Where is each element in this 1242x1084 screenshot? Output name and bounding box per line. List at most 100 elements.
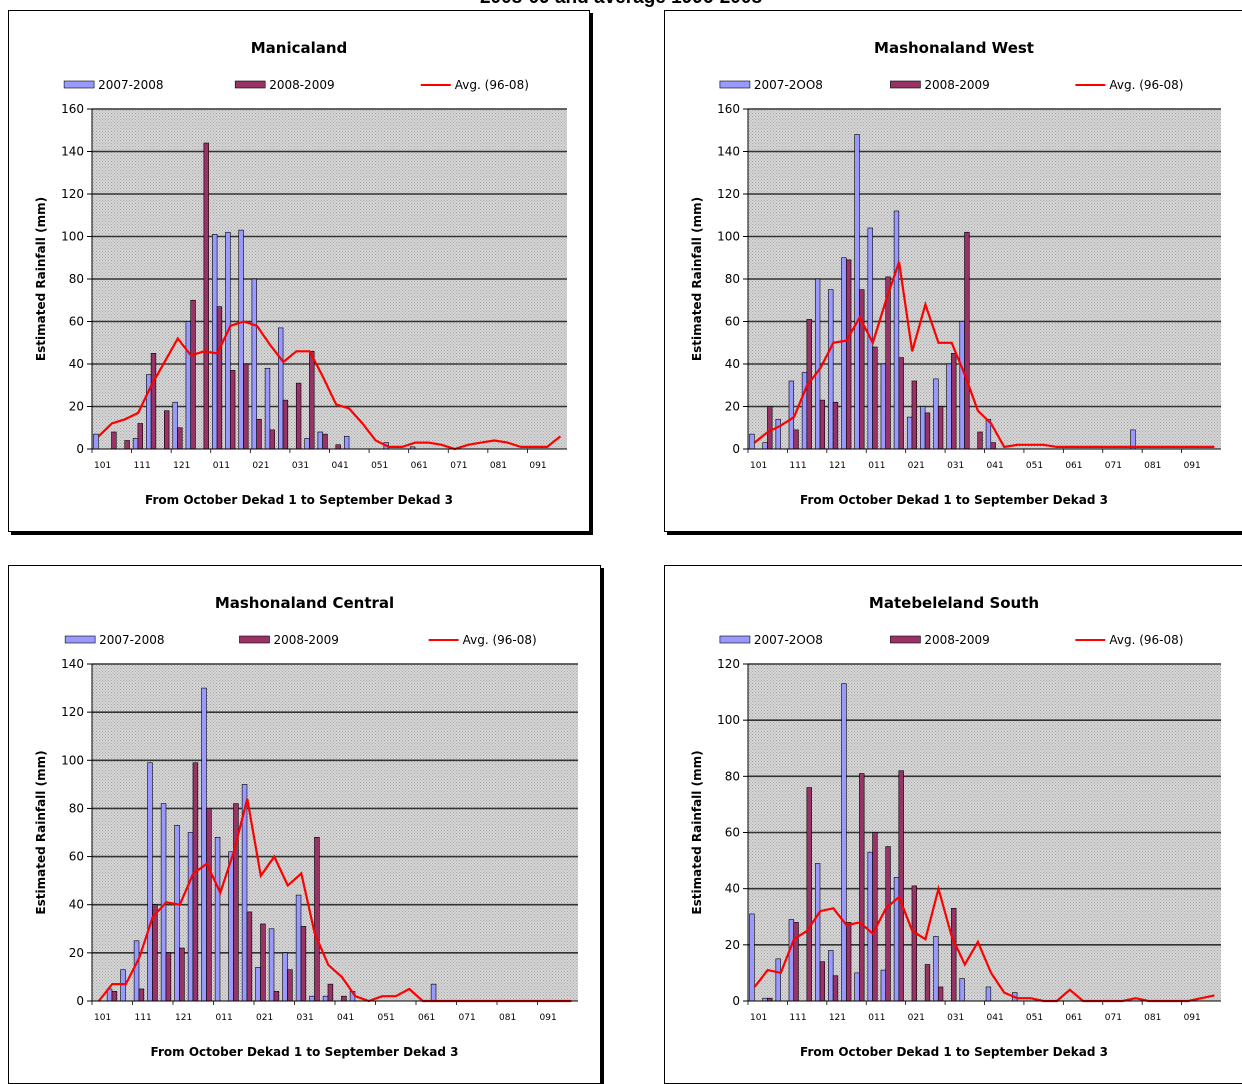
legend-item: Avg. (96-08)	[1075, 78, 1183, 92]
x-axis-label: From October Dekad 1 to September Dekad …	[800, 1045, 1108, 1059]
bar	[172, 401, 178, 450]
legend-label: 2007-2OO8	[754, 78, 823, 92]
y-tick-label: 120	[717, 657, 740, 671]
chart-panel-mashonaland-west: Mashonaland West 2007-2OO8 2008-2009 Avg. (…	[664, 10, 1242, 532]
x-tick-label: 071	[459, 1013, 476, 1023]
legend-item: 2008-2009	[234, 78, 335, 92]
bar	[335, 444, 341, 450]
x-tick-label: 031	[947, 461, 964, 471]
bar	[132, 438, 139, 450]
bar	[185, 321, 191, 450]
y-tick-label: 40	[725, 882, 740, 896]
bar	[767, 406, 773, 450]
y-tick-label: 40	[69, 357, 84, 371]
legend-item: 2007-2008	[64, 633, 165, 647]
chart-title: Matebeleland South	[869, 594, 1039, 612]
bar	[309, 995, 315, 1002]
x-tick-label: 051	[1026, 461, 1043, 471]
bar	[190, 299, 196, 450]
legend-item: 2008-2009	[239, 633, 339, 647]
bar	[341, 995, 347, 1002]
chart-panel-mashonaland-central: Mashonaland Central 2007-2008 2008-2009 Avg…	[8, 565, 601, 1084]
bar	[775, 418, 781, 450]
bar	[111, 991, 118, 1002]
bar	[762, 442, 768, 450]
x-tick-label: 021	[908, 1013, 925, 1023]
bar	[854, 134, 860, 450]
bar	[845, 259, 852, 450]
legend-label: 2008-2009	[924, 633, 989, 647]
y-tick-label: 80	[69, 801, 84, 815]
bar	[120, 969, 126, 1002]
chart-svg: Mashonaland West 2007-2OO8 2008-2009 Avg. (…	[690, 39, 1221, 507]
chart-svg: Matebeleland South 2007-2OO8 2008-2009 Avg.…	[690, 594, 1221, 1059]
bar	[214, 837, 221, 1002]
bar	[872, 346, 878, 450]
y-tick-label: 80	[69, 272, 84, 286]
bar	[959, 321, 965, 450]
bar	[854, 972, 860, 1002]
x-tick-label: 111	[134, 461, 151, 471]
bar	[920, 406, 926, 450]
x-tick-label: 121	[829, 461, 846, 471]
bar	[828, 289, 834, 450]
bar	[924, 412, 931, 450]
bar	[269, 429, 275, 450]
bar	[111, 431, 117, 450]
y-tick-label: 120	[717, 187, 740, 201]
bar	[814, 863, 821, 1002]
bar	[977, 431, 983, 450]
bar	[260, 923, 266, 1002]
bar	[295, 382, 302, 450]
bar	[959, 978, 965, 1002]
x-tick-label: 061	[411, 461, 428, 471]
bar	[872, 832, 878, 1002]
bar	[867, 851, 873, 1002]
x-tick-label: 081	[1144, 461, 1161, 471]
x-tick-label: 101	[94, 1013, 111, 1023]
bar	[327, 983, 334, 1002]
y-tick-label: 100	[61, 230, 84, 244]
bar	[212, 234, 218, 450]
bar	[273, 991, 280, 1002]
y-tick-label: 160	[717, 102, 740, 116]
bar	[264, 367, 271, 450]
y-axis-label: Estimated Rainfall (mm)	[34, 197, 48, 361]
bar	[933, 378, 939, 450]
x-tick-label: 011	[216, 1013, 233, 1023]
y-tick-label: 80	[725, 272, 740, 286]
chart-svg: Mashonaland Central 2007-2008 2008-2009 Avg…	[34, 594, 578, 1059]
y-tick-label: 160	[61, 102, 84, 116]
bar	[268, 928, 275, 1002]
bar	[885, 846, 891, 1002]
bar	[225, 231, 231, 450]
legend-label: 2008-2009	[269, 78, 334, 92]
bar	[924, 964, 931, 1002]
bar	[964, 231, 970, 450]
bar	[150, 353, 157, 450]
bar	[206, 808, 212, 1002]
bar	[124, 440, 130, 450]
x-tick-label: 081	[1144, 1013, 1161, 1023]
x-tick-label: 101	[750, 1013, 767, 1023]
x-tick-label: 081	[499, 1013, 516, 1023]
bar	[859, 289, 865, 450]
legend-swatch	[890, 80, 921, 89]
chart-title: Mashonaland Central	[215, 594, 394, 612]
bar	[911, 885, 918, 1002]
bar	[933, 936, 939, 1002]
plot-area	[92, 664, 578, 1001]
bar	[880, 969, 886, 1002]
x-tick-label: 011	[213, 461, 230, 471]
x-tick-label: 101	[750, 461, 767, 471]
bar	[946, 363, 952, 450]
bar	[906, 416, 913, 450]
bar	[229, 370, 236, 450]
bar	[990, 442, 996, 450]
x-tick-label: 091	[1184, 461, 1201, 471]
x-tick-label: 071	[1105, 461, 1122, 471]
legend-label: Avg. (96-08)	[1109, 633, 1183, 647]
bar	[246, 911, 253, 1002]
bar	[216, 306, 223, 450]
x-tick-label: 031	[297, 1013, 314, 1023]
